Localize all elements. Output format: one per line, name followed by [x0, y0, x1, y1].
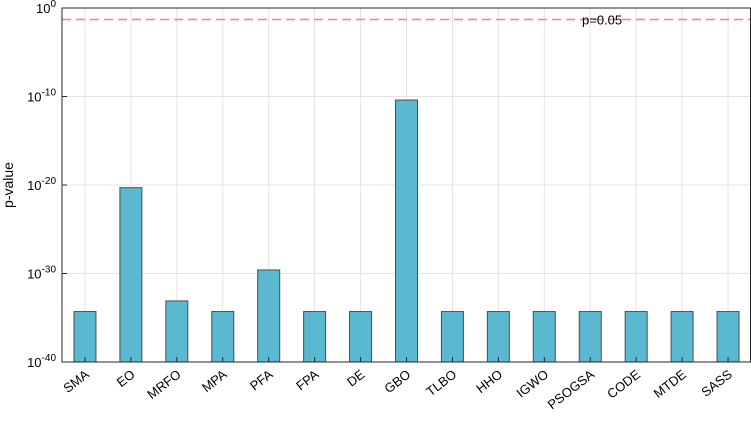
bar-tlbo [440, 311, 464, 363]
x-tick-label: PFA [247, 366, 276, 393]
x-tick-label: TLBO [423, 367, 459, 400]
bar-pfa [257, 269, 281, 363]
y-tick-label: 10-30 [27, 265, 56, 282]
x-tick-label: EO [114, 367, 138, 390]
y-tick-label: 100 [36, 0, 56, 16]
x-tick-label: MPA [199, 366, 230, 395]
bar-mtde [670, 311, 694, 363]
bar-igwo [532, 311, 556, 363]
x-tick-label: IGWO [513, 367, 551, 401]
y-tick-label: 10-20 [27, 176, 56, 193]
y-axis-title: p-value [0, 162, 16, 208]
y-tick-label: 10-40 [27, 353, 56, 370]
x-tick-label: HHO [473, 367, 505, 397]
bar-de [349, 311, 373, 363]
x-tick-label: FPA [293, 366, 322, 393]
bar-mpa [211, 311, 235, 363]
x-axis: SMA EO MRFO MPA PFA FPA DE GBO TLBO HHO IGWOPSOGSA… [60, 357, 735, 412]
x-tick-label: GBO [381, 367, 413, 397]
bar-sma [73, 311, 97, 363]
bar-hho [486, 311, 510, 363]
reference-line-group: p=0.05 [62, 13, 751, 28]
x-tick-label: SMA [60, 366, 92, 395]
x-tick-label: MRFO [144, 367, 183, 402]
bar-code [624, 311, 648, 363]
y-tick-label: 10-10 [27, 88, 56, 105]
bar-gbo [395, 99, 418, 363]
x-tick-label: PSOGSA [545, 366, 598, 412]
bar-fpa [303, 311, 327, 363]
x-tick-label: MTDE [651, 366, 690, 401]
x-tick-label: DE [344, 366, 368, 389]
bar-eo [119, 187, 143, 363]
bars [73, 99, 740, 363]
x-tick-label: SASS [698, 366, 735, 399]
bar-sass [716, 311, 740, 363]
bar-psogsa [578, 311, 602, 363]
y-axis: 100 10-10 10-20 10-30 10-40 [27, 0, 67, 370]
x-tick-label: CODE [604, 366, 643, 401]
bar-mrfo [165, 300, 189, 363]
reference-line-label: p=0.05 [582, 13, 622, 28]
